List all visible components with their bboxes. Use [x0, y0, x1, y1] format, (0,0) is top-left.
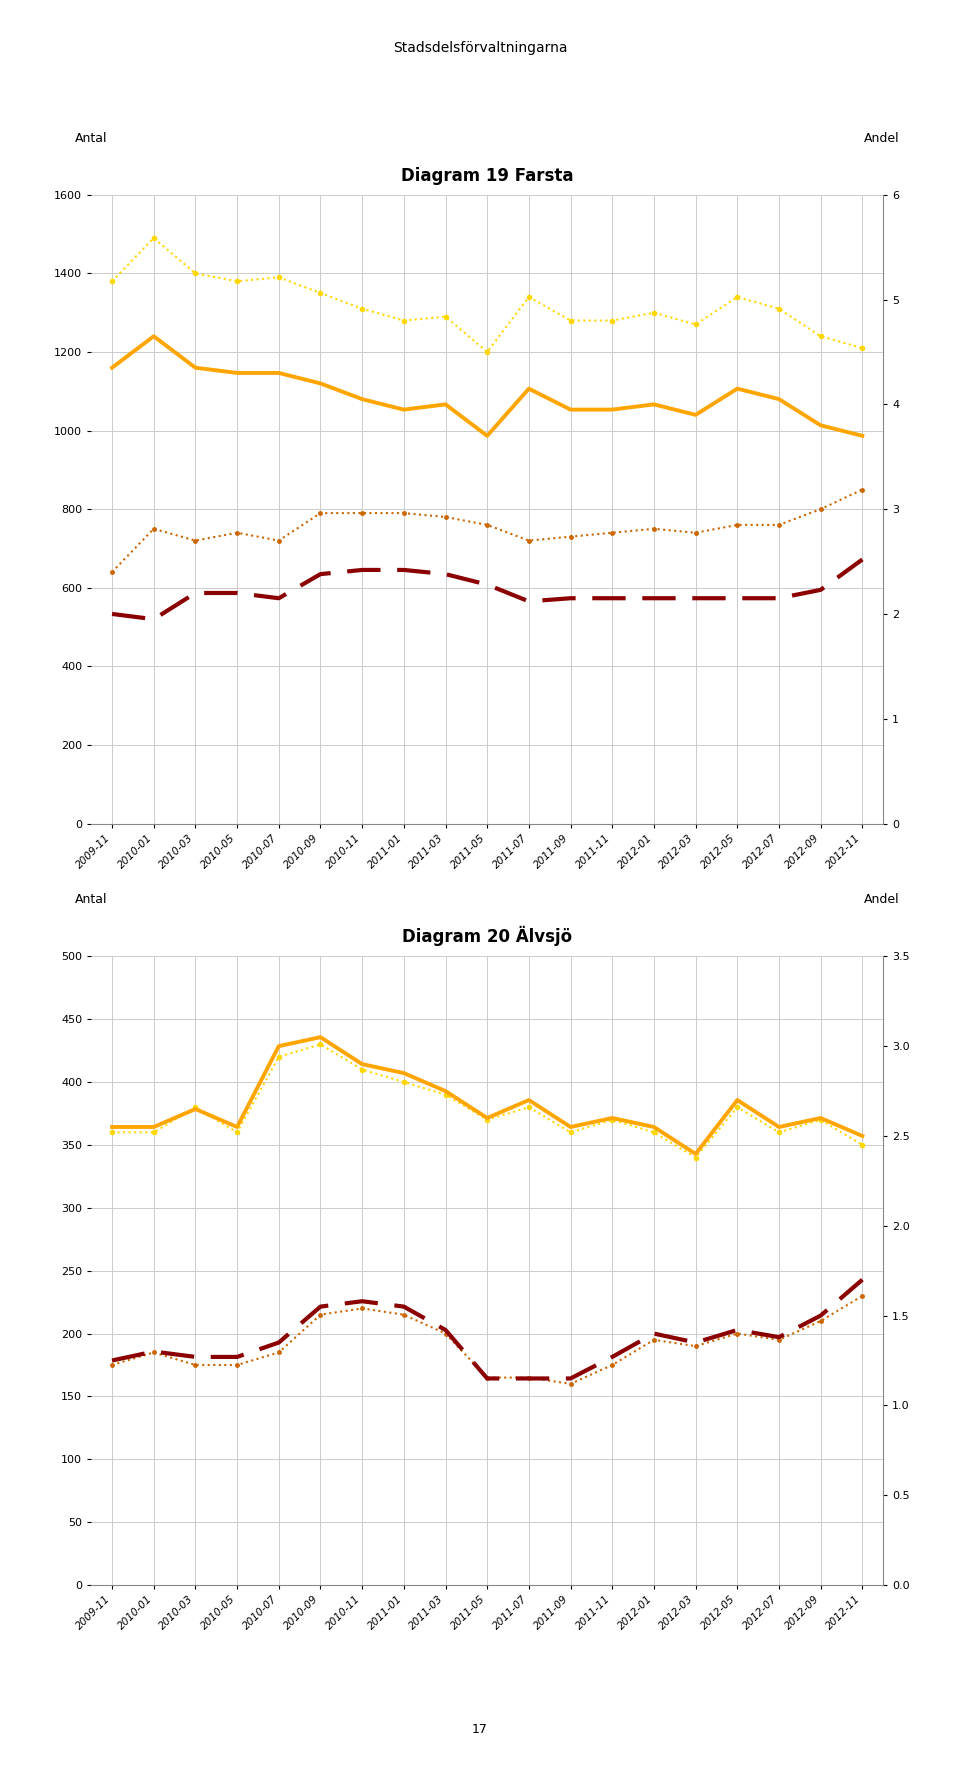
Text: Antal: Antal: [76, 894, 108, 907]
Legend: Antal Arbetslösa, Antal i program med aktivitetsstöd, Andel arbetslösa av befolk: Antal Arbetslösa, Antal i program med ak…: [193, 1767, 781, 1771]
Text: 17: 17: [472, 1723, 488, 1736]
Text: Antal: Antal: [76, 133, 108, 145]
Text: Andel: Andel: [863, 133, 899, 145]
Text: Andel: Andel: [863, 894, 899, 907]
Legend: Antal Arbetslösa, Antal i program med aktivitetsstöd, Andel arbetslösa av befolk: Antal Arbetslösa, Antal i program med ak…: [193, 1006, 781, 1043]
Title: Diagram 20 Älvsjö: Diagram 20 Älvsjö: [402, 926, 572, 946]
Title: Diagram 19 Farsta: Diagram 19 Farsta: [401, 166, 573, 184]
Text: Stadsdelsförvaltningarna: Stadsdelsförvaltningarna: [393, 41, 567, 55]
